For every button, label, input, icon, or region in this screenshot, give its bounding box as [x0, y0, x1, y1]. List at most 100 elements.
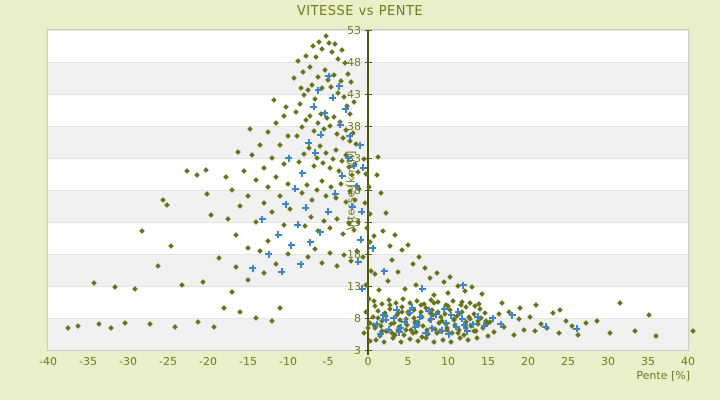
data-point-plus [452, 323, 460, 331]
data-point-diamond [319, 46, 326, 53]
data-point-diamond [370, 233, 377, 239]
data-point-diamond [447, 274, 454, 280]
data-point-diamond [526, 313, 533, 320]
data-point-diamond [516, 316, 523, 323]
data-point-diamond [315, 74, 322, 81]
data-point-diamond [401, 285, 408, 292]
x-tick-label: 35 [641, 355, 655, 368]
data-point-plus [287, 241, 295, 249]
x-tick-label: 5 [404, 355, 412, 368]
data-point-plus [353, 182, 361, 190]
data-point-diamond [397, 339, 404, 346]
data-point-plus [285, 154, 293, 162]
data-point-plus [278, 268, 286, 276]
data-point-diamond [399, 247, 406, 253]
data-point-plus [573, 325, 581, 333]
data-point-diamond [361, 330, 367, 337]
data-point-diamond [307, 112, 314, 119]
data-point-plus [459, 281, 467, 289]
data-point-diamond [147, 321, 154, 328]
data-point-diamond [306, 64, 313, 70]
data-point-diamond [298, 124, 305, 131]
data-point-diamond [253, 177, 259, 184]
data-point-diamond [395, 269, 402, 275]
data-point-diamond [257, 247, 263, 254]
data-point-plus [489, 314, 497, 322]
y-tick-label: 13 [347, 280, 361, 293]
data-point-diamond [261, 164, 267, 171]
data-point-diamond [281, 222, 287, 229]
data-point-diamond [277, 142, 283, 149]
data-point-diamond [305, 254, 311, 261]
x-tick-label: 20 [521, 355, 535, 368]
data-point-diamond [469, 284, 475, 291]
data-point-diamond [381, 338, 387, 345]
data-point-plus [416, 313, 424, 321]
y-tick-label: 48 [347, 56, 361, 69]
data-point-diamond [139, 228, 146, 234]
data-point-diamond [345, 70, 351, 77]
data-point-plus [401, 318, 409, 326]
data-point-plus [348, 203, 356, 211]
data-point-diamond [216, 254, 223, 261]
data-point-diamond [557, 307, 563, 314]
data-point-diamond [405, 242, 411, 248]
data-point-diamond [421, 265, 428, 271]
data-point-diamond [65, 324, 71, 331]
data-point-diamond [132, 286, 139, 293]
y-tick-label: 18 [347, 248, 361, 261]
data-point-diamond [270, 97, 277, 104]
data-point-diamond [380, 228, 387, 234]
data-point-diamond [235, 148, 242, 155]
data-point-plus [358, 208, 366, 216]
y-tick-label: 53 [347, 24, 361, 37]
data-point-plus [358, 285, 366, 293]
data-point-diamond [441, 279, 447, 285]
data-point-plus [324, 208, 332, 216]
data-point-diamond [414, 338, 421, 344]
data-point-diamond [208, 212, 215, 218]
data-point-plus [418, 285, 426, 293]
data-point-plus [329, 94, 337, 102]
data-point-plus [306, 238, 314, 246]
data-point-diamond [229, 289, 235, 296]
data-point-diamond [195, 318, 202, 325]
data-point-diamond [387, 243, 394, 250]
data-point-plus [442, 319, 450, 327]
data-point-diamond [318, 178, 325, 184]
data-point-plus [432, 310, 440, 318]
data-point-diamond [265, 238, 271, 245]
data-point-plus [380, 267, 388, 275]
data-point-diamond [222, 174, 229, 181]
data-point-plus [331, 190, 339, 198]
y-tick-label: 23 [347, 216, 361, 229]
data-point-diamond [265, 129, 271, 136]
data-point-diamond [96, 320, 103, 327]
data-point-diamond [225, 215, 231, 222]
data-point-diamond [338, 47, 345, 54]
data-point-diamond [249, 151, 255, 158]
data-point-diamond [204, 190, 211, 197]
data-point-diamond [233, 263, 239, 270]
data-point-diamond [375, 153, 382, 160]
data-point-diamond [164, 202, 171, 209]
data-point-diamond [556, 330, 563, 337]
y-tick-label: 28 [347, 184, 361, 197]
data-point-diamond [245, 244, 251, 251]
data-point-diamond [257, 142, 263, 149]
data-point-diamond [245, 193, 251, 200]
data-point-diamond [303, 52, 310, 59]
data-point-plus [325, 72, 333, 80]
data-point-diamond [245, 276, 251, 283]
data-point-plus [413, 320, 421, 328]
data-point-plus [454, 308, 462, 316]
data-point-diamond [322, 33, 329, 40]
data-point-diamond [296, 158, 303, 165]
data-point-diamond [277, 305, 283, 312]
data-point-plus [294, 221, 302, 229]
data-point-plus [316, 228, 324, 236]
data-point-diamond [273, 174, 279, 181]
data-point-plus [354, 258, 362, 266]
data-point-diamond [406, 336, 413, 342]
